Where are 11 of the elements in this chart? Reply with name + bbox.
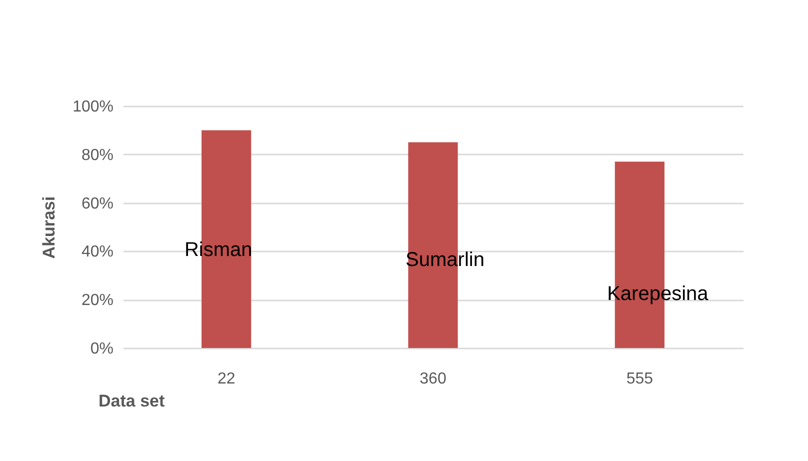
y-tick-label: 60% bbox=[81, 195, 114, 212]
x-axis-title: Data set bbox=[98, 392, 165, 410]
x-tick-label: 555 bbox=[626, 370, 654, 388]
y-tick-label: 20% bbox=[81, 292, 114, 310]
y-tick-label: 100% bbox=[72, 98, 114, 116]
x-tick-label: 360 bbox=[420, 370, 446, 388]
x-tick-label: 22 bbox=[217, 370, 236, 388]
y-axis-title: Akurasi bbox=[40, 196, 59, 259]
y-tick-label: 80% bbox=[81, 146, 114, 164]
y-tick-label: 40% bbox=[81, 244, 114, 261]
y-tick-label: 0% bbox=[90, 340, 114, 358]
